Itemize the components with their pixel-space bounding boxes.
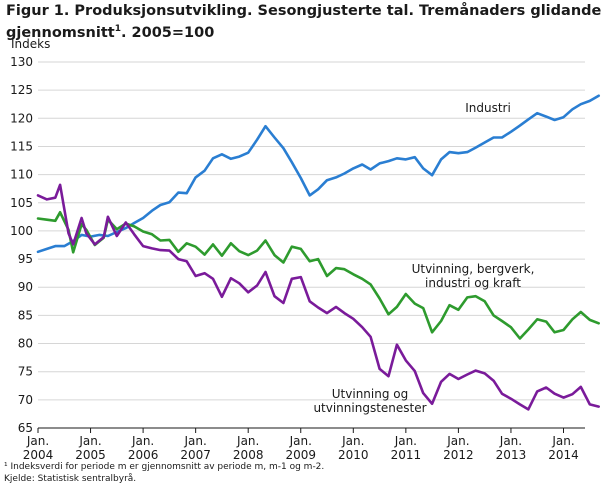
y-tick-100: 100 — [10, 224, 33, 238]
x-tick-year-2007: 2007 — [180, 448, 211, 462]
grid-lines — [38, 61, 585, 429]
x-tick-month-2011: Jan. — [394, 434, 417, 448]
x-tick-month-2008: Jan. — [236, 434, 259, 448]
y-axis-label: Indeks — [11, 37, 50, 51]
x-tick-year-2011: 2011 — [391, 448, 422, 462]
x-tick-year-2009: 2009 — [285, 448, 316, 462]
x-tick-month-2010: Jan. — [341, 434, 364, 448]
y-tick-labels: 65 70 75 80 85 90 95 100 105 110 115 120 125 130 — [10, 55, 33, 435]
y-tick-70: 70 — [18, 393, 33, 407]
y-tick-75: 75 — [18, 365, 33, 379]
series-line-utvinning — [36, 183, 600, 411]
y-tick-80: 80 — [18, 337, 33, 351]
x-tick-month-2009: Jan. — [289, 434, 312, 448]
y-tick-65: 65 — [18, 421, 33, 435]
chart-title-suffix: . 2005=100 — [120, 24, 215, 41]
x-tick-year-2012: 2012 — [443, 448, 474, 462]
x-tick-year-2010: 2010 — [338, 448, 369, 462]
series-label-bergverk-0: Utvinning, bergverk, — [412, 262, 535, 276]
x-tick-month-2014: Jan. — [551, 434, 574, 448]
chart-title-footnote-mark: 1 — [114, 24, 121, 34]
y-tick-95: 95 — [18, 252, 33, 266]
y-tick-90: 90 — [18, 280, 33, 294]
y-tick-125: 125 — [10, 83, 33, 97]
series-label-utvinning-0: Utvinning og — [332, 387, 408, 401]
series-lines — [36, 94, 600, 411]
y-tick-130: 130 — [10, 55, 33, 69]
x-tick-year-2005: 2005 — [75, 448, 106, 462]
x-tick-year-2008: 2008 — [233, 448, 264, 462]
x-tick-year-2004: 2004 — [23, 448, 54, 462]
x-tick-month-2013: Jan. — [499, 434, 522, 448]
y-tick-115: 115 — [10, 139, 33, 153]
y-tick-85: 85 — [18, 308, 33, 322]
x-tick-month-2004: Jan. — [26, 434, 49, 448]
footnote-source: Kjelde: Statistisk sentralbyrå. — [4, 474, 137, 484]
series-label-bergverk-1: industri og kraft — [425, 276, 521, 290]
x-tick-year-2014: 2014 — [548, 448, 579, 462]
x-tick-year-2006: 2006 — [128, 448, 159, 462]
chart-title: Figur 1. Produksjonsutvikling. Sesongjus… — [6, 2, 606, 42]
series-label-utvinning-1: utvinningstenester — [313, 401, 426, 415]
series-labels: Industri Utvinning, bergverk,industri og … — [313, 101, 534, 415]
y-tick-105: 105 — [10, 196, 33, 210]
x-tick-labels: Jan.2004Jan.2005Jan.2006Jan.2007Jan.2008… — [23, 428, 579, 462]
x-tick-month-2012: Jan. — [446, 434, 469, 448]
series-label-industri-0: Industri — [465, 101, 511, 115]
footnote-index: ¹ Indeksverdi for periode m er gjennomsn… — [4, 462, 325, 472]
series-line-bergverk — [36, 211, 600, 340]
x-tick-month-2006: Jan. — [131, 434, 154, 448]
x-tick-month-2007: Jan. — [183, 434, 206, 448]
x-tick-month-2005: Jan. — [78, 434, 101, 448]
y-tick-120: 120 — [10, 111, 33, 125]
x-tick-year-2013: 2013 — [496, 448, 527, 462]
y-tick-110: 110 — [10, 168, 33, 182]
chart-title-text: Figur 1. Produksjonsutvikling. Sesongjus… — [6, 3, 602, 41]
